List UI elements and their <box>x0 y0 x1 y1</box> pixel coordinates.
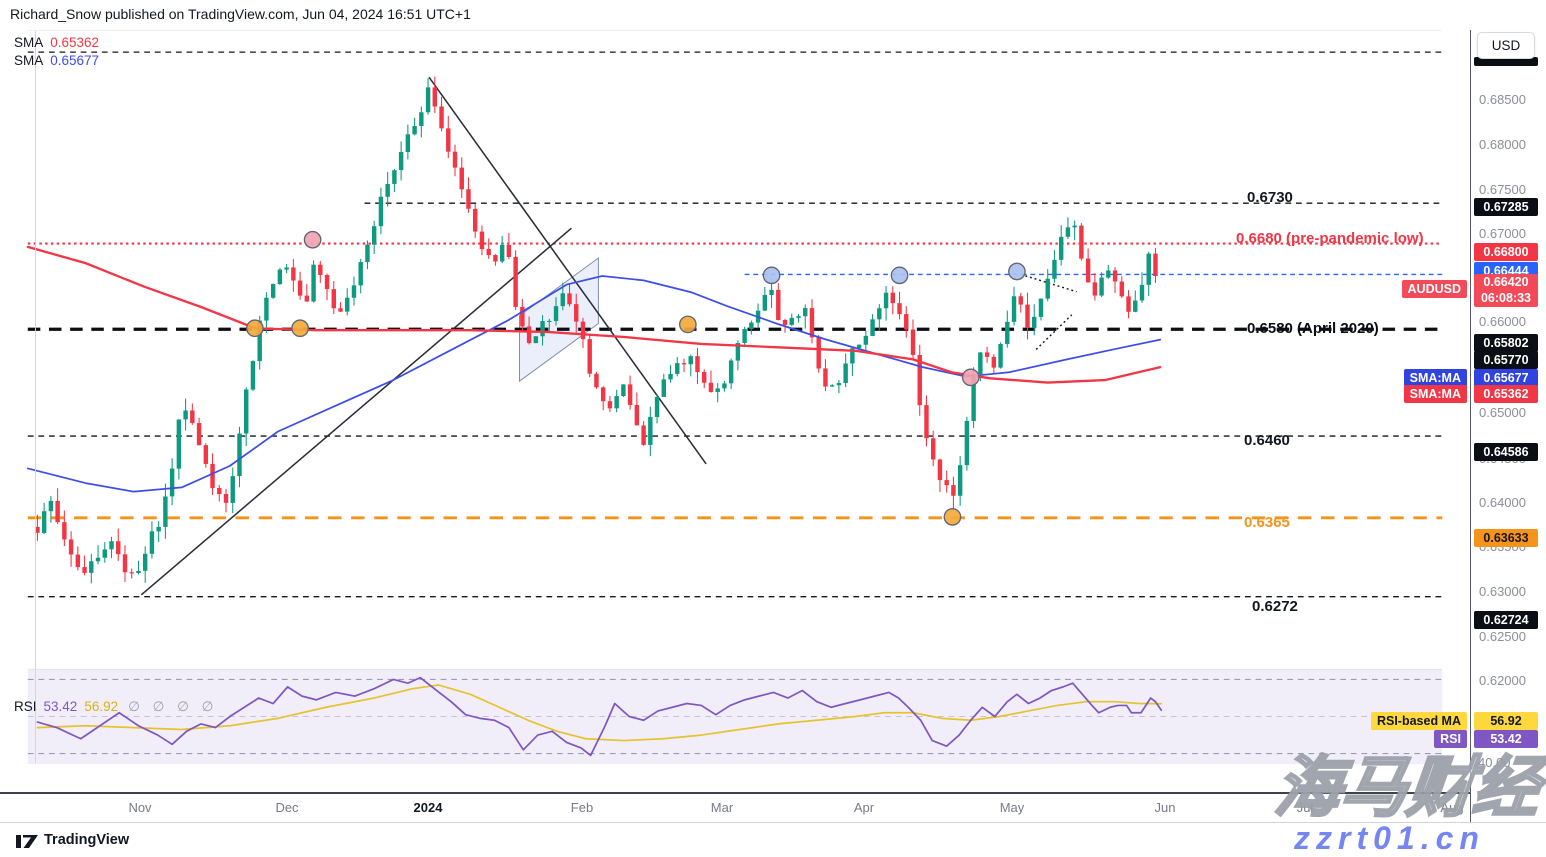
event-marker-blue <box>1008 262 1026 281</box>
price-badge: 0.65362 <box>1474 385 1538 403</box>
series-label-tag-audusd: AUDUSD <box>1401 280 1467 298</box>
event-marker-pink <box>303 230 322 249</box>
price-tick: 0.62500 <box>1479 629 1526 644</box>
price-tick: 0.67500 <box>1479 182 1526 197</box>
rsi-value-badge: 56.92 <box>1474 712 1538 730</box>
time-tick-jun: Jun <box>1154 800 1176 815</box>
price-badge: 0.63633 <box>1474 529 1538 547</box>
rsi-value-badge: 53.42 <box>1474 730 1538 748</box>
price-axis[interactable]: 0.68500 0.68000 0.67500 0.67000 0.66000 0.650… <box>1470 30 1546 822</box>
legend-rsi-value: 53.42 <box>43 699 78 714</box>
time-tick-dec: Dec <box>275 800 299 815</box>
event-marker-orange <box>679 315 697 334</box>
watermark-url: zzrt01.cn <box>1294 820 1485 856</box>
price-badge <box>1474 56 1538 66</box>
last-price-badge: 0.66420 06:08:33 <box>1474 273 1538 307</box>
price-badge: 0.66800 <box>1474 243 1538 261</box>
rsi-axis-tick: 40.00 <box>1478 755 1511 770</box>
time-tick-feb: Feb <box>570 800 594 815</box>
price-badge: 0.67285 <box>1474 198 1538 216</box>
publish-header: Richard_Snow published on TradingView.co… <box>10 6 471 22</box>
event-marker-blue <box>762 266 781 285</box>
price-tick: 0.63000 <box>1479 584 1526 599</box>
trendline-drawing <box>428 76 707 465</box>
rsi-line <box>36 676 1163 757</box>
time-tick-aug: Aug <box>1440 800 1464 815</box>
series-label-tag-smama: SMA:MA <box>1403 385 1467 403</box>
series-label-tag-smama: SMA:MA <box>1403 369 1467 387</box>
legend-sma-2[interactable]: SMA 0.65677 <box>14 53 99 68</box>
rsi-label-tag: RSI <box>1434 730 1467 748</box>
currency-toggle-button[interactable]: USD <box>1477 32 1535 59</box>
sma-red-line <box>26 245 1162 384</box>
legend-rsi-ma-value: 56.92 <box>84 699 119 714</box>
trendline-drawing <box>140 227 572 596</box>
price-badge: 0.65802 <box>1474 334 1538 352</box>
price-tick: 0.66000 <box>1479 314 1526 329</box>
tradingview-brand-text: TradingView <box>44 831 130 848</box>
price-tick: 0.64000 <box>1479 495 1526 510</box>
legend-sma-1-label: SMA <box>14 35 44 50</box>
level-annotation: 0.6272 <box>1252 598 1298 615</box>
price-tick: 0.65000 <box>1479 405 1526 420</box>
level-annotation: 0.6730 <box>1247 189 1293 206</box>
chart-canvas[interactable] <box>0 30 1470 793</box>
event-marker-orange <box>246 319 264 338</box>
time-tick-jul: Jul <box>1296 800 1314 815</box>
price-tick: 0.68000 <box>1479 137 1526 152</box>
legend-sma-2-value: 0.65677 <box>50 53 100 68</box>
event-marker-orange <box>291 319 309 338</box>
level-annotation: 0.6580 (April 2020) <box>1247 320 1379 337</box>
legend-rsi-placeholders: ∅ ∅ ∅ ∅ <box>128 699 214 714</box>
rsi-label-tag: RSI-based MA <box>1370 712 1467 730</box>
level-annotation: 0.6680 (pre-pandemic low) <box>1236 230 1424 247</box>
time-tick-2024: 2024 <box>413 800 443 815</box>
price-tick: 0.68500 <box>1479 92 1526 107</box>
tradingview-brand[interactable]: TradingView <box>16 831 129 848</box>
time-tick-apr: Apr <box>853 800 875 815</box>
legend-sma-1-value: 0.65362 <box>50 35 100 50</box>
price-badge: 0.62724 <box>1474 611 1538 629</box>
event-marker-pink <box>961 368 980 387</box>
price-badge: 0.64586 <box>1474 443 1538 461</box>
tradingview-logo-icon <box>16 835 38 848</box>
legend-sma-1[interactable]: SMA 0.65362 <box>14 35 99 50</box>
price-badge: 0.65770 <box>1474 351 1538 369</box>
candles-layer <box>35 76 1158 584</box>
price-badge: 0.65677 <box>1474 369 1538 387</box>
event-marker-blue <box>890 266 909 285</box>
level-annotation: 0.6460 <box>1244 432 1290 449</box>
pane-separator <box>0 792 1546 794</box>
level-annotation: 0.6365 <box>1244 514 1290 531</box>
price-tick: 0.67000 <box>1479 226 1526 241</box>
time-axis[interactable]: Nov Dec 2024 Feb Mar Apr May Jun Jul Aug <box>0 795 1546 823</box>
legend-rsi[interactable]: RSI 53.42 56.92 ∅ ∅ ∅ ∅ <box>14 699 213 715</box>
flag-pattern-drawing <box>518 257 599 383</box>
pennant-dotted-line <box>1035 314 1073 350</box>
time-tick-nov: Nov <box>128 800 152 815</box>
time-tick-may: May <box>999 800 1025 815</box>
event-marker-orange <box>943 508 962 526</box>
legend-sma-2-label: SMA <box>14 53 44 68</box>
price-tick: 0.62000 <box>1479 673 1526 688</box>
legend-rsi-label: RSI <box>14 699 37 714</box>
rsi-ma-line <box>36 684 1163 742</box>
time-tick-mar: Mar <box>710 800 734 815</box>
watermark-cjk: 海马财经 <box>1270 749 1544 826</box>
